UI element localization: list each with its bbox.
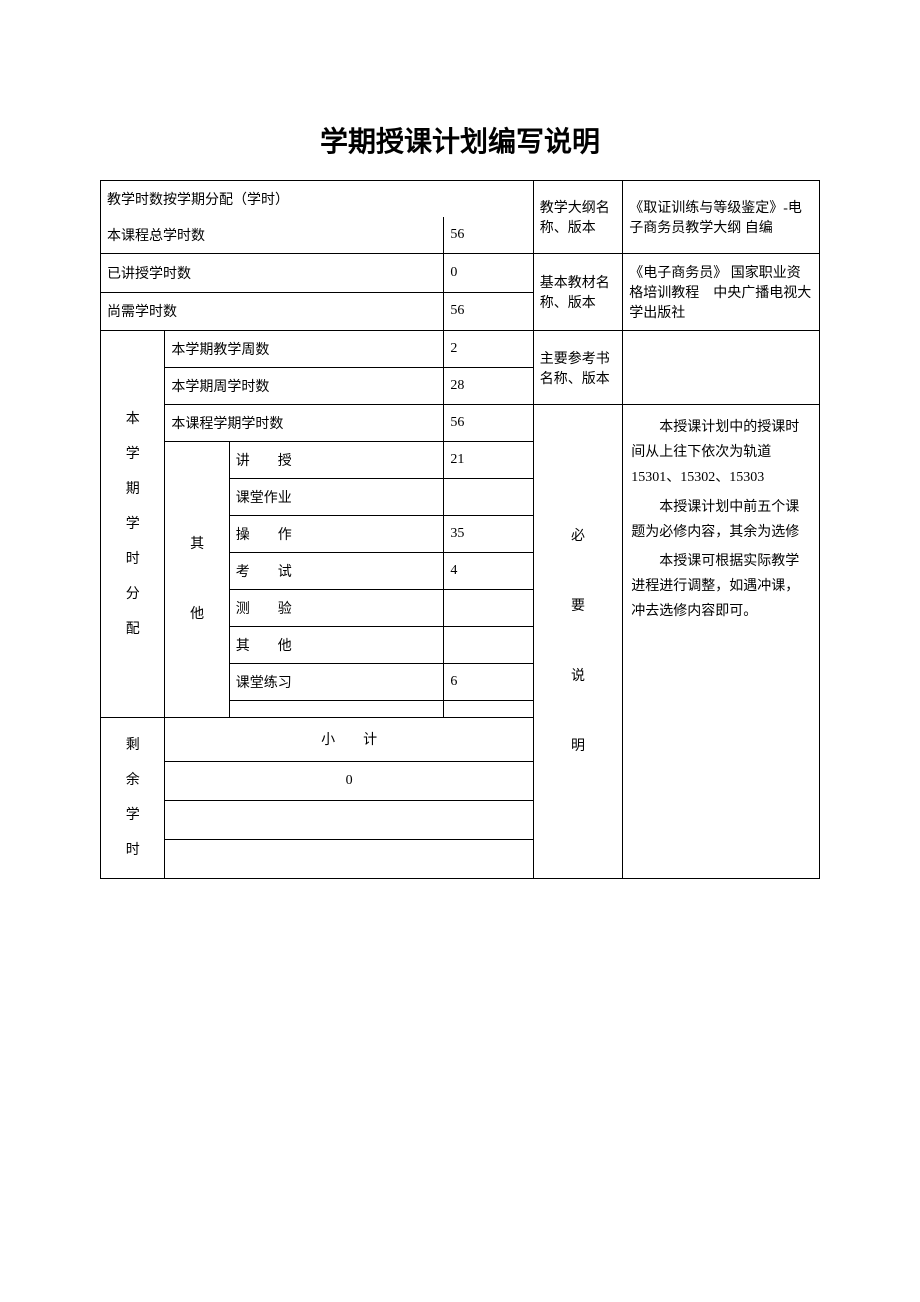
refbook-label: 主要参考书名称、版本: [533, 331, 622, 405]
lecture-value: 21: [444, 442, 533, 479]
taught-hours-value: 0: [444, 254, 533, 293]
other-header: 其他: [165, 442, 229, 718]
homework-value: [444, 479, 533, 516]
test-value: [444, 590, 533, 627]
notes-content: 本授课计划中的授课时间从上往下依次为轨道 15301、15302、15303 本…: [623, 405, 820, 879]
exam-value: 4: [444, 553, 533, 590]
semester-allocation-header: 本学期学时分配: [101, 331, 165, 718]
week-hours-label: 本学期周学时数: [165, 368, 444, 405]
note-p1: 本授课计划中的授课时间从上往下依次为轨道 15301、15302、15303: [631, 415, 811, 491]
operation-value: 35: [444, 516, 533, 553]
other-item-label: 其 他: [229, 627, 444, 664]
remaining-hours-value: 56: [444, 292, 533, 331]
total-hours-label: 本课程总学时数: [101, 217, 444, 254]
remaining-header: 剩余学时: [101, 718, 165, 879]
blank-value: [444, 701, 533, 718]
exam-label: 考 试: [229, 553, 444, 590]
lecture-label: 讲 授: [229, 442, 444, 479]
note-p3: 本授课可根据实际教学进程进行调整，如遇冲课，冲去选修内容即可。: [631, 549, 811, 625]
test-label: 测 验: [229, 590, 444, 627]
textbook-label: 基本教材名称、版本: [533, 254, 622, 331]
total-hours-value: 56: [444, 217, 533, 254]
subtotal-label: 小 计: [165, 718, 533, 762]
remaining-blank-2: [165, 839, 533, 878]
refbook-value: [623, 331, 820, 405]
homework-label: 课堂作业: [229, 479, 444, 516]
blank-label: [229, 701, 444, 718]
weeks-value: 2: [444, 331, 533, 368]
notes-label: 必要说明: [533, 405, 622, 879]
practice-label: 课堂练习: [229, 664, 444, 701]
syllabus-value: 《取证训练与等级鉴定》-电子商务员教学大纲 自编: [623, 181, 820, 254]
remaining-hours-label: 尚需学时数: [101, 292, 444, 331]
note-p2: 本授课计划中前五个课题为必修内容，其余为选修: [631, 495, 811, 545]
sem-hours-label: 本课程学期学时数: [165, 405, 444, 442]
sem-hours-value: 56: [444, 405, 533, 442]
plan-table: 教学时数按学期分配（学时） 教学大纲名称、版本 《取证训练与等级鉴定》-电子商务…: [100, 180, 820, 879]
operation-label: 操 作: [229, 516, 444, 553]
remaining-blank-1: [165, 800, 533, 839]
syllabus-label: 教学大纲名称、版本: [533, 181, 622, 254]
textbook-value: 《电子商务员》 国家职业资格培训教程 中央广播电视大学出版社: [623, 254, 820, 331]
other-item-value: [444, 627, 533, 664]
practice-value: 6: [444, 664, 533, 701]
taught-hours-label: 已讲授学时数: [101, 254, 444, 293]
weeks-label: 本学期教学周数: [165, 331, 444, 368]
subtotal-value: 0: [165, 761, 533, 800]
week-hours-value: 28: [444, 368, 533, 405]
page-title: 学期授课计划编写说明: [100, 120, 820, 160]
hours-allocation-label: 教学时数按学期分配（学时）: [101, 181, 534, 218]
